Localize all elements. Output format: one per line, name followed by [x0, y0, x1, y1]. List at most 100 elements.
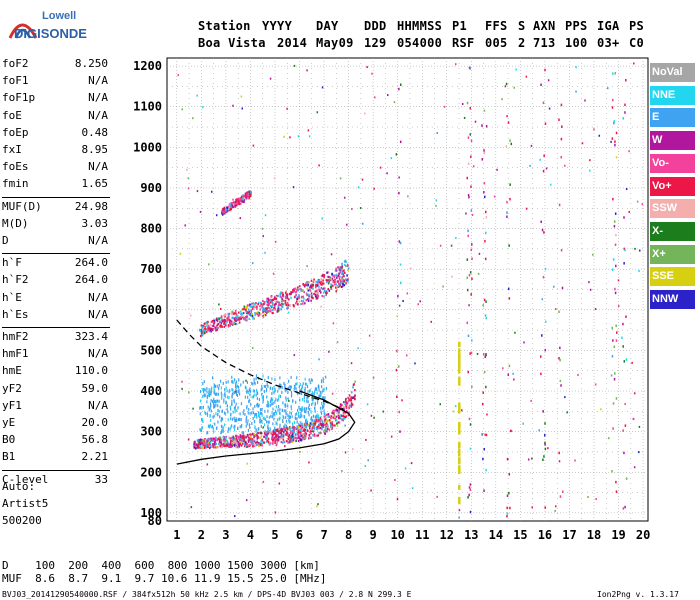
echo-point [273, 306, 275, 310]
echo-point [301, 302, 304, 305]
echo-point [510, 430, 513, 433]
echo-point [221, 417, 223, 421]
echo-point [297, 286, 299, 289]
param-value: 0.48 [81, 125, 109, 139]
echo-point [319, 406, 322, 410]
echo-point [316, 419, 319, 423]
echo-point [350, 405, 353, 408]
echo-point [277, 398, 279, 402]
echo-point [224, 444, 226, 447]
echo-point [227, 324, 230, 327]
echo-point [272, 438, 275, 441]
echo-point [206, 441, 208, 444]
echo-point [234, 322, 237, 326]
echo-point [266, 297, 268, 300]
echo-point [398, 410, 401, 414]
echo-point [219, 415, 221, 419]
echo-point [267, 420, 269, 424]
echo-point [246, 390, 248, 394]
echo-point [402, 299, 404, 302]
echo-point [230, 322, 233, 325]
echo-point [346, 404, 349, 407]
echo-point [594, 383, 597, 386]
echo-point [228, 436, 230, 439]
echo-point [234, 319, 236, 322]
echo-point [632, 417, 635, 420]
echo-point [506, 215, 508, 218]
param-separator [2, 327, 110, 328]
x-tick-label: 2 [198, 528, 205, 542]
echo-point [293, 436, 295, 439]
echo-point [195, 443, 198, 446]
y-tick-label: 1200 [133, 59, 162, 73]
echo-point [207, 326, 210, 329]
echo-point [340, 268, 343, 271]
echo-point [232, 104, 234, 107]
echo-point [203, 393, 205, 397]
echo-point [277, 294, 279, 298]
echo-point [236, 439, 239, 442]
interference-mark [458, 467, 461, 473]
echo-point [365, 438, 367, 441]
echo-point [238, 389, 240, 393]
echo-point [217, 326, 219, 329]
echo-point [333, 414, 336, 417]
echo-point [506, 515, 508, 518]
echo-point [297, 135, 300, 138]
echo-point [315, 297, 318, 300]
echo-point [240, 383, 242, 387]
digisonde-logo: Lowell DIGISONDE [2, 6, 152, 48]
echo-point [548, 107, 551, 110]
echo-point [275, 405, 277, 409]
echo-point [299, 434, 301, 437]
echo-point [558, 460, 561, 463]
echo-point [271, 411, 273, 415]
echo-point [293, 429, 295, 432]
interference-mark [458, 429, 461, 435]
echo-point [229, 405, 231, 409]
echo-point [266, 433, 268, 436]
echo-point [387, 94, 389, 97]
echo-point [246, 406, 248, 410]
echo-point [269, 403, 271, 407]
echo-point [616, 331, 618, 334]
echo-point [262, 400, 264, 404]
echo-point [279, 416, 281, 420]
echo-point [206, 394, 208, 398]
echo-point [469, 488, 472, 491]
echo-point [359, 207, 362, 210]
echo-point [527, 458, 530, 461]
echo-point [291, 393, 293, 397]
echo-point [276, 300, 278, 303]
echo-point [213, 389, 215, 393]
echo-point [312, 401, 314, 405]
echo-point [259, 418, 261, 422]
echo-point [485, 210, 487, 214]
echo-point [399, 140, 402, 144]
echo-point [624, 403, 626, 406]
echo-point [466, 321, 469, 325]
echo-point [186, 168, 188, 171]
echo-point [298, 431, 300, 434]
echo-point [245, 307, 247, 310]
echo-point [471, 213, 474, 216]
echo-point [343, 415, 346, 418]
echo-point [284, 403, 286, 407]
echo-point [253, 444, 256, 447]
echo-point [612, 258, 615, 261]
echo-point [333, 274, 336, 277]
echo-point [224, 440, 226, 443]
echo-point [207, 324, 210, 327]
echo-point [280, 440, 283, 444]
interference-mark [458, 423, 461, 429]
echo-point [232, 391, 234, 395]
echo-point [213, 386, 215, 390]
echo-point [209, 402, 212, 406]
echo-point [615, 131, 618, 135]
echo-point [439, 403, 441, 406]
echo-point [345, 278, 347, 281]
echo-point [320, 380, 323, 384]
echo-point [269, 442, 272, 445]
echo-point [252, 144, 255, 147]
echo-point [559, 346, 561, 350]
